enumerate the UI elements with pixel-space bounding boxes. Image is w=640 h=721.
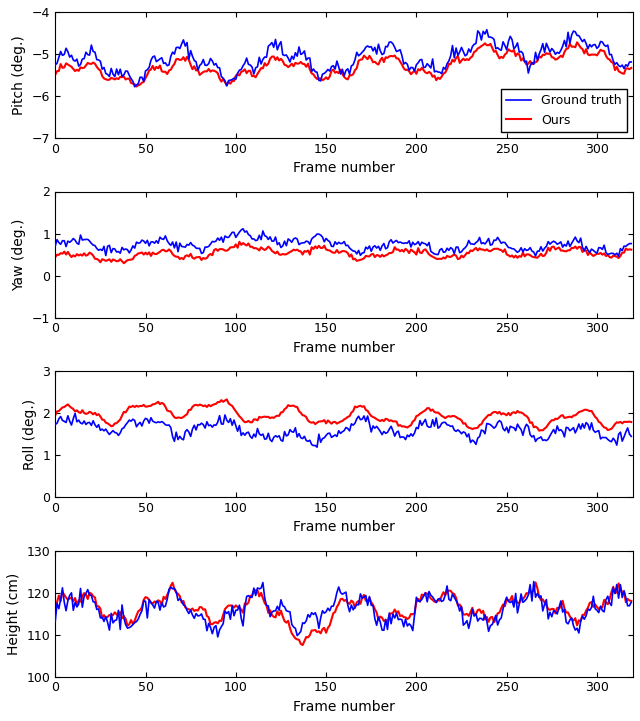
- Line: Ground truth: Ground truth: [55, 413, 631, 447]
- Ours: [467, 608, 474, 616]
- Ours: [51, 603, 59, 611]
- Ours: [561, 414, 568, 423]
- Ours: [136, 249, 144, 257]
- Ground truth: [460, 245, 467, 254]
- Ground truth: [351, 56, 359, 64]
- Ground truth: [51, 242, 59, 250]
- Ours: [134, 402, 142, 411]
- Ground truth: [468, 435, 476, 444]
- Ours: [528, 252, 536, 261]
- Ground truth: [51, 420, 59, 429]
- Ours: [526, 57, 534, 66]
- Ground truth: [483, 25, 491, 34]
- Y-axis label: Pitch (deg.): Pitch (deg.): [12, 35, 26, 115]
- Ground truth: [526, 580, 534, 589]
- Ground truth: [461, 428, 469, 437]
- Ours: [132, 82, 140, 91]
- Ground truth: [467, 48, 474, 56]
- Ours: [51, 71, 59, 79]
- Ground truth: [627, 598, 635, 606]
- X-axis label: Frame number: Frame number: [293, 341, 395, 355]
- Ground truth: [615, 252, 623, 260]
- Ours: [467, 53, 474, 62]
- Ours: [561, 247, 568, 255]
- Ground truth: [134, 239, 142, 247]
- Ours: [627, 596, 635, 605]
- Ours: [468, 247, 476, 255]
- X-axis label: Frame number: Frame number: [293, 521, 395, 534]
- Y-axis label: Yaw (deg.): Yaw (deg.): [12, 218, 26, 291]
- Line: Ours: Ours: [55, 43, 631, 87]
- Line: Ground truth: Ground truth: [55, 229, 631, 256]
- Ours: [351, 66, 359, 74]
- Ground truth: [51, 617, 59, 626]
- Ours: [526, 418, 534, 427]
- Ours: [559, 53, 566, 61]
- Ground truth: [627, 239, 635, 248]
- Ours: [299, 641, 307, 650]
- Ground truth: [136, 418, 144, 427]
- Ground truth: [71, 409, 79, 417]
- Ours: [526, 588, 534, 596]
- Line: Ours: Ours: [55, 399, 631, 430]
- Ours: [236, 237, 243, 246]
- Line: Ground truth: Ground truth: [55, 30, 631, 87]
- Ours: [136, 80, 144, 89]
- Line: Ours: Ours: [55, 583, 631, 645]
- Ground truth: [528, 433, 536, 441]
- Ours: [223, 395, 230, 404]
- X-axis label: Frame number: Frame number: [293, 700, 395, 714]
- Ours: [460, 420, 467, 428]
- Ground truth: [353, 415, 360, 423]
- Ours: [532, 578, 540, 587]
- Legend: Ground truth, Ours: Ground truth, Ours: [501, 89, 627, 132]
- Ground truth: [134, 614, 142, 623]
- Ground truth: [136, 73, 144, 81]
- Ground truth: [627, 432, 635, 441]
- Line: Ground truth: Ground truth: [55, 582, 631, 637]
- Ground truth: [467, 239, 474, 248]
- Ours: [351, 402, 359, 411]
- Ground truth: [351, 247, 359, 255]
- Ours: [467, 424, 474, 433]
- Ours: [561, 604, 568, 613]
- Ground truth: [559, 243, 566, 252]
- Ours: [351, 603, 359, 612]
- Ours: [535, 426, 543, 435]
- Ours: [627, 63, 635, 72]
- Ours: [134, 607, 142, 616]
- Ground truth: [561, 605, 568, 614]
- X-axis label: Frame number: Frame number: [293, 162, 395, 175]
- Ground truth: [313, 443, 321, 451]
- Ground truth: [351, 602, 359, 611]
- Y-axis label: Height (cm): Height (cm): [7, 572, 21, 655]
- Ground truth: [530, 578, 538, 586]
- Ground truth: [467, 616, 474, 624]
- Ours: [573, 38, 581, 47]
- Ground truth: [627, 58, 635, 66]
- Y-axis label: Roll (deg.): Roll (deg.): [23, 399, 37, 469]
- Ground truth: [528, 58, 536, 67]
- Ours: [460, 54, 467, 63]
- Ours: [461, 251, 469, 260]
- Ground truth: [131, 82, 138, 91]
- Ground truth: [561, 433, 568, 441]
- Ground truth: [239, 224, 247, 233]
- Ours: [51, 411, 59, 420]
- Ours: [627, 245, 635, 254]
- Ours: [627, 417, 635, 426]
- Ground truth: [214, 632, 221, 641]
- Ground truth: [51, 61, 59, 69]
- Line: Ours: Ours: [55, 242, 631, 263]
- Ours: [51, 253, 59, 262]
- Ours: [120, 259, 128, 267]
- Ours: [460, 610, 467, 619]
- Ground truth: [460, 621, 467, 629]
- Ground truth: [526, 243, 534, 252]
- Ground truth: [460, 47, 467, 56]
- Ground truth: [561, 36, 568, 45]
- Ours: [353, 257, 360, 265]
